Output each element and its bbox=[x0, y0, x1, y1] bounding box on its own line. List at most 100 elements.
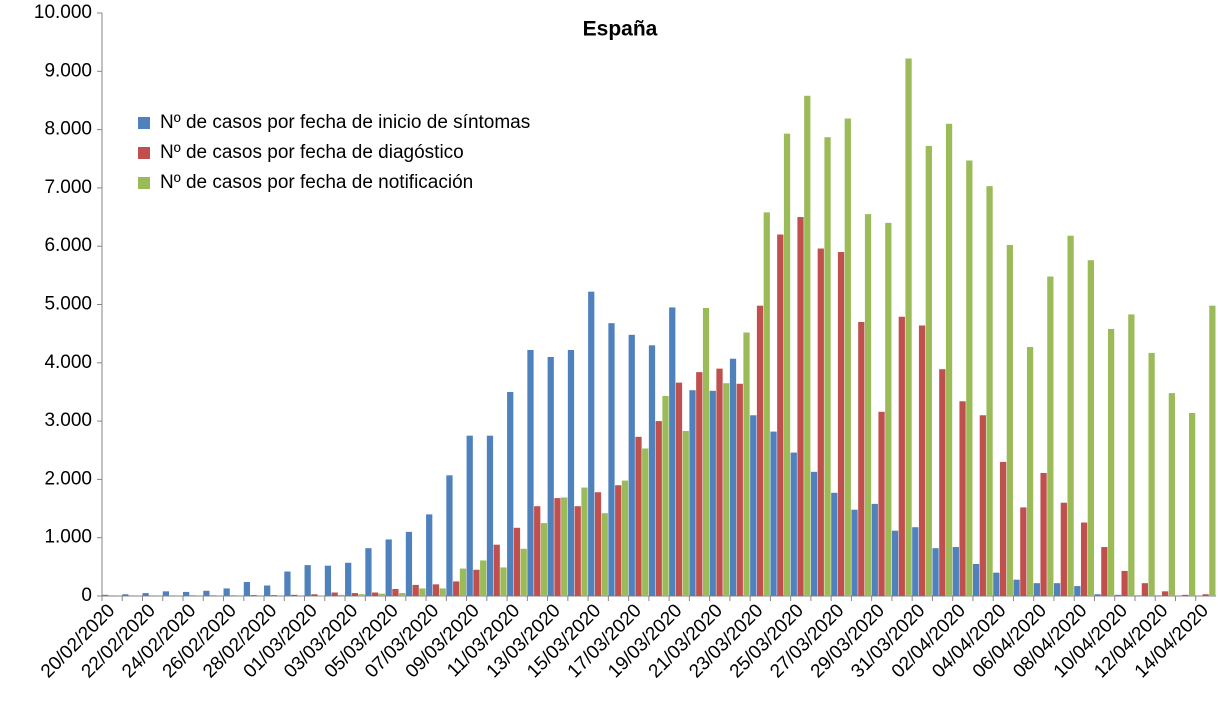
bar bbox=[885, 222, 892, 596]
bar bbox=[966, 160, 973, 596]
bar bbox=[648, 345, 656, 596]
bar bbox=[702, 307, 710, 596]
bar bbox=[1128, 314, 1135, 596]
bar bbox=[810, 471, 818, 596]
bar bbox=[561, 497, 568, 596]
bar bbox=[770, 431, 777, 596]
bar bbox=[642, 448, 649, 596]
bar bbox=[1168, 393, 1175, 596]
bar bbox=[534, 506, 541, 596]
bar bbox=[1040, 472, 1047, 596]
bar bbox=[1182, 594, 1189, 596]
bar bbox=[459, 568, 467, 596]
bar bbox=[925, 145, 932, 596]
bar bbox=[588, 291, 595, 596]
bar bbox=[696, 372, 703, 596]
bar bbox=[858, 321, 865, 596]
bar bbox=[554, 498, 561, 596]
bar bbox=[1209, 305, 1216, 596]
bar bbox=[243, 582, 251, 596]
bar bbox=[500, 567, 507, 596]
bar bbox=[750, 415, 757, 596]
bar bbox=[486, 435, 494, 596]
bar bbox=[392, 589, 399, 596]
bar bbox=[1134, 595, 1142, 596]
bar bbox=[439, 588, 446, 596]
bar bbox=[311, 594, 318, 596]
bar bbox=[608, 323, 615, 596]
y-tick-label: 5.000 bbox=[44, 294, 92, 315]
bar bbox=[473, 569, 480, 596]
bar bbox=[790, 452, 797, 596]
bar bbox=[837, 252, 845, 596]
bar bbox=[122, 594, 129, 596]
chart-title: España bbox=[583, 18, 658, 41]
bar bbox=[723, 383, 730, 596]
bar bbox=[1080, 522, 1088, 596]
bar bbox=[743, 332, 750, 596]
bar bbox=[223, 588, 230, 596]
bar bbox=[1107, 328, 1115, 596]
bar bbox=[756, 305, 764, 596]
bar bbox=[210, 595, 217, 596]
bar bbox=[270, 595, 278, 596]
bar bbox=[480, 560, 487, 596]
bar bbox=[615, 485, 622, 596]
bar bbox=[817, 248, 824, 597]
bar bbox=[1053, 583, 1061, 596]
bar bbox=[345, 562, 352, 596]
bar bbox=[365, 548, 372, 596]
bar bbox=[763, 212, 770, 597]
y-tick-label: 10.000 bbox=[34, 2, 92, 23]
bar bbox=[999, 461, 1007, 596]
bar bbox=[466, 435, 473, 596]
bar bbox=[669, 307, 676, 596]
bar bbox=[162, 591, 170, 596]
bar bbox=[851, 509, 858, 596]
bar bbox=[939, 369, 946, 596]
bar bbox=[878, 411, 885, 596]
bar bbox=[783, 133, 791, 596]
bar bbox=[527, 349, 534, 596]
bar bbox=[1067, 235, 1074, 596]
bar bbox=[621, 480, 629, 596]
bar bbox=[898, 316, 905, 596]
bar bbox=[1114, 594, 1121, 596]
bar bbox=[601, 513, 608, 596]
bar bbox=[412, 584, 419, 596]
bar bbox=[729, 358, 737, 596]
bar bbox=[689, 390, 696, 596]
legend-label: Nº de casos por fecha de diagóstico bbox=[160, 142, 464, 163]
bar bbox=[797, 217, 804, 597]
bar bbox=[1155, 595, 1162, 596]
bar bbox=[230, 595, 237, 596]
bar bbox=[1006, 245, 1013, 596]
bar bbox=[405, 531, 413, 596]
bar bbox=[338, 594, 345, 596]
bar bbox=[567, 349, 575, 596]
y-tick-label: 8.000 bbox=[44, 119, 92, 140]
bar bbox=[864, 214, 872, 596]
bar bbox=[432, 584, 440, 596]
bar bbox=[804, 95, 811, 596]
bar bbox=[419, 588, 426, 596]
bar bbox=[1047, 276, 1054, 596]
bar bbox=[979, 415, 986, 596]
bar bbox=[628, 334, 635, 596]
bar bbox=[1074, 586, 1081, 596]
bar bbox=[736, 383, 743, 596]
bar bbox=[189, 595, 197, 596]
bar bbox=[520, 548, 527, 596]
bar bbox=[1033, 583, 1040, 596]
y-tick-label: 1.000 bbox=[44, 527, 92, 548]
bar bbox=[777, 234, 784, 597]
bar bbox=[905, 58, 912, 596]
legend-swatch bbox=[138, 177, 150, 189]
bar bbox=[284, 571, 291, 596]
bar bbox=[351, 593, 359, 596]
bar bbox=[453, 581, 460, 596]
bar bbox=[291, 594, 298, 596]
bar bbox=[1094, 594, 1101, 596]
y-tick-label: 7.000 bbox=[44, 177, 92, 198]
